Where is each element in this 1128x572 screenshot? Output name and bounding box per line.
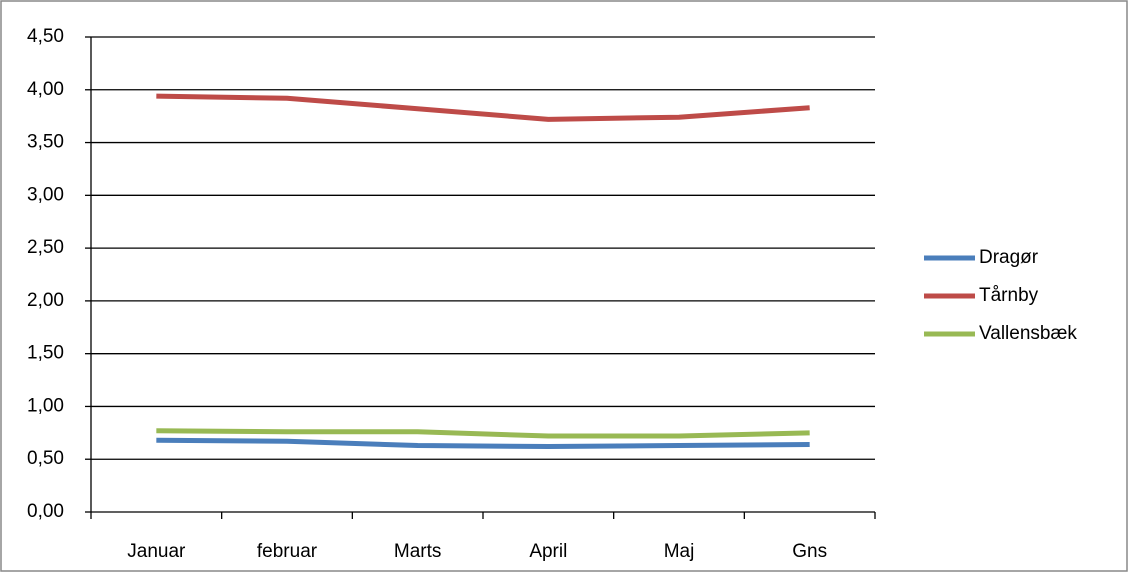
x-tick-label: Marts — [394, 541, 442, 562]
series-line — [156, 437, 810, 450]
legend-label: Dragør — [979, 247, 1039, 268]
series-line — [156, 428, 810, 439]
y-tick-label: 1,00 — [27, 395, 64, 416]
x-tick-label: februar — [257, 541, 318, 562]
y-tick-label: 2,00 — [27, 290, 64, 311]
y-tick-label: 2,50 — [27, 237, 64, 258]
legend-label: Vallensbæk — [979, 323, 1077, 344]
legend-label: Tårnby — [979, 285, 1039, 306]
y-tick-label: 3,50 — [27, 132, 64, 153]
y-tick-label: 0,50 — [27, 448, 64, 469]
x-tick-label: Gns — [792, 541, 827, 562]
x-tick-label: Maj — [664, 541, 695, 562]
y-tick-label: 3,00 — [27, 184, 64, 205]
series-line — [156, 93, 810, 122]
y-tick-label: 4,50 — [27, 26, 64, 47]
x-tick-label: Januar — [127, 541, 186, 562]
y-tick-label: 1,50 — [27, 343, 64, 364]
y-tick-label: 0,00 — [27, 501, 64, 522]
x-tick-label: April — [529, 541, 567, 562]
y-tick-label: 4,00 — [27, 79, 64, 100]
